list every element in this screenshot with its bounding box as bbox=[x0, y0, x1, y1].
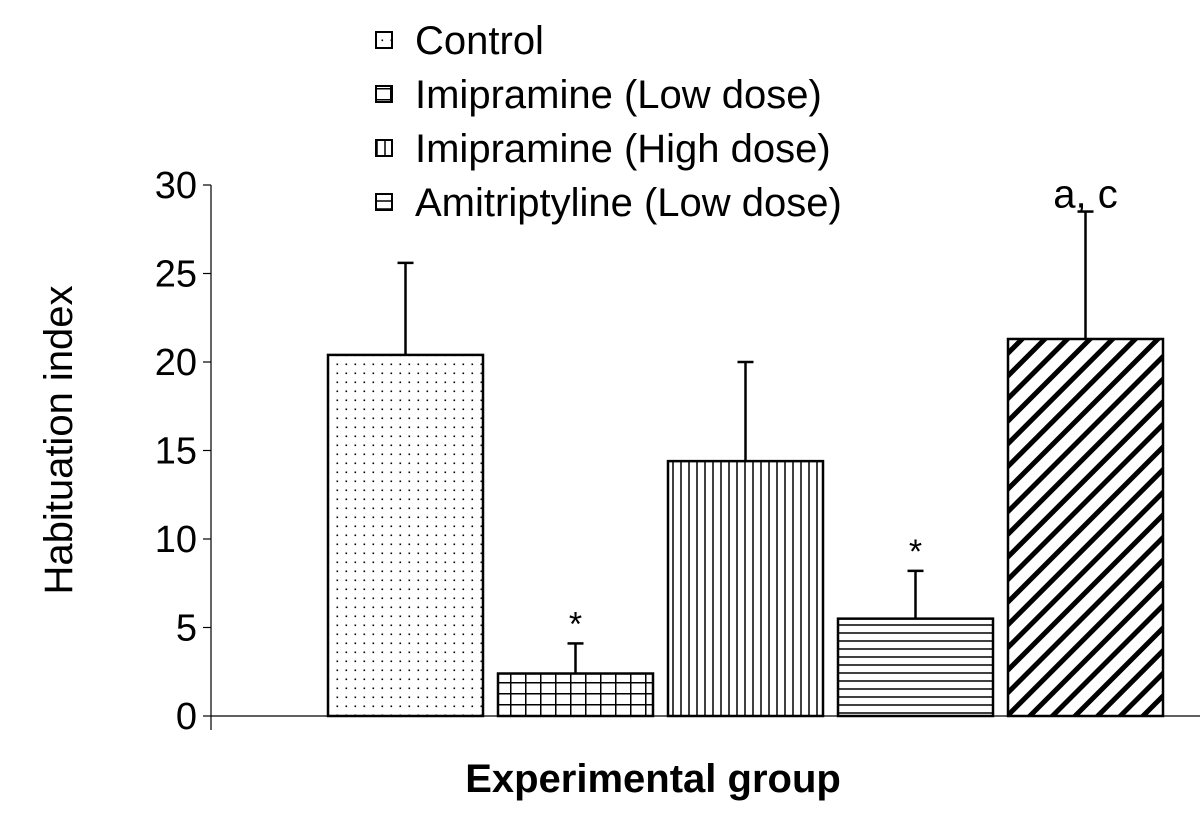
bar bbox=[326, 353, 485, 718]
y-tick-label: 15 bbox=[155, 431, 197, 473]
x-axis-title: Experimental group bbox=[465, 757, 841, 801]
bars bbox=[326, 337, 1165, 718]
y-tick-label: 0 bbox=[176, 696, 197, 738]
bar-annotation: * bbox=[909, 533, 922, 571]
bar bbox=[496, 672, 655, 718]
y-tick-label: 20 bbox=[155, 342, 197, 384]
legend: Control Imipramine (Low dose) Imipramine (… bbox=[375, 19, 842, 225]
legend-entry: Imipramine (High dose) bbox=[415, 127, 831, 171]
bar-annotation: * bbox=[569, 605, 582, 643]
y-tick-label: 30 bbox=[155, 165, 197, 207]
axes bbox=[210, 185, 1200, 730]
legend-entry: Control bbox=[415, 19, 544, 63]
bar bbox=[666, 459, 825, 718]
legend-swatch bbox=[375, 193, 393, 211]
error-bars bbox=[397, 210, 1094, 674]
y-tick-label: 10 bbox=[155, 519, 197, 561]
y-tick-label: 5 bbox=[176, 608, 197, 650]
legend-swatch bbox=[375, 31, 393, 49]
legend-swatch bbox=[375, 85, 393, 103]
bar bbox=[836, 617, 995, 718]
legend-entry: Amitriptyline (Low dose) bbox=[415, 181, 842, 225]
bar bbox=[1006, 337, 1165, 718]
bar-annotation: a, c bbox=[1053, 173, 1117, 217]
y-tick-label: 25 bbox=[155, 254, 197, 296]
y-axis-title: Habituation index bbox=[37, 285, 81, 594]
legend-entry: Imipramine (Low dose) bbox=[415, 73, 822, 117]
y-axis-ticks: 0 5 10 15 20 25 30 bbox=[155, 165, 211, 738]
bar-annotations: * * a, c bbox=[569, 173, 1118, 644]
legend-swatch bbox=[375, 139, 393, 157]
